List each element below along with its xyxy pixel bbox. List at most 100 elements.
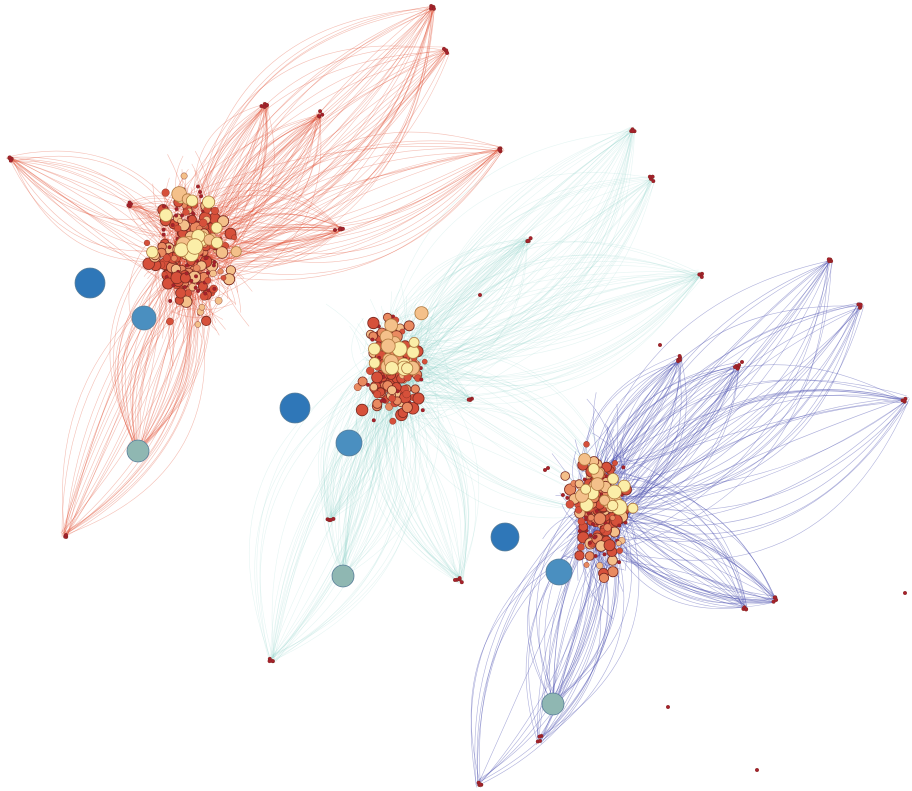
teal-edge [416, 240, 527, 397]
teal-node [387, 385, 397, 396]
teal-edge [345, 384, 396, 575]
teal-edge [376, 381, 473, 400]
teal-edge [408, 276, 699, 378]
blue-edge [603, 470, 776, 599]
teal-highlight-node [368, 357, 381, 369]
blue-edge [552, 539, 603, 705]
teal-edge [402, 178, 655, 362]
red-node [211, 263, 216, 268]
red-node [161, 188, 170, 197]
red-edge [203, 117, 322, 254]
teal-node [421, 358, 428, 365]
teal-hub-node [466, 397, 471, 402]
teal-edge [410, 237, 530, 365]
teal-edge [274, 370, 404, 662]
outlier-node [478, 293, 483, 298]
blue-node [607, 555, 618, 566]
teal-edge [372, 395, 461, 579]
teal-edge [342, 404, 386, 574]
red-edge [186, 8, 432, 223]
teal-edge [395, 132, 635, 369]
blue-edge [606, 260, 831, 492]
red-edge [212, 115, 319, 247]
blue-edge [595, 368, 740, 466]
red-edge [129, 205, 187, 270]
teal-edge [402, 178, 654, 366]
red-edge [200, 231, 340, 265]
teal-edge [392, 277, 703, 387]
teal-edge [410, 278, 699, 399]
teal-edge [254, 370, 405, 662]
teal-edge [271, 375, 417, 662]
red-edge [200, 10, 433, 287]
blue-node [565, 495, 570, 500]
teal-node [373, 390, 382, 399]
blue-edge [542, 561, 601, 741]
teal-node [369, 383, 378, 391]
red-edge [206, 143, 503, 232]
blue-node [560, 493, 565, 498]
teal-node [403, 320, 415, 332]
blue-highlight-node [599, 494, 611, 506]
red-edge [64, 259, 196, 536]
teal-edge [421, 323, 449, 386]
red-edge [171, 48, 446, 276]
blue-hub-node [74, 267, 106, 299]
teal-node [370, 337, 375, 342]
teal-highlight-node [384, 318, 399, 333]
teal-edge [385, 273, 699, 417]
teal-edge [400, 129, 635, 334]
red-node [204, 276, 212, 284]
blue-highlight-node [607, 472, 619, 485]
teal-highlight-node [408, 336, 420, 348]
teal-edge [409, 273, 701, 439]
red-edge [61, 256, 192, 538]
blue-node [603, 523, 612, 532]
blue-edge [614, 304, 864, 518]
blue-edge [613, 559, 773, 602]
teal-edge [393, 180, 652, 381]
blue-edge [590, 261, 828, 535]
teal-edge [400, 179, 652, 375]
outlier-node [903, 591, 908, 596]
red-node [193, 274, 198, 279]
blue-node [584, 515, 589, 520]
teal-edge [419, 269, 699, 377]
red-edge [214, 6, 429, 286]
teal-hub-node [526, 238, 531, 243]
teal-edge [412, 276, 701, 355]
blue-edge [585, 547, 625, 570]
blue-hub-node [774, 597, 779, 602]
blue-highlight-node [627, 502, 639, 514]
teal-edge [318, 357, 385, 524]
blue-edge [528, 532, 582, 742]
red-edge [199, 46, 445, 219]
blue-edge [474, 502, 590, 786]
teal-edge [421, 129, 633, 359]
teal-edge [256, 349, 376, 663]
teal-edge [351, 318, 368, 381]
blue-edge [609, 394, 906, 534]
teal-edge [398, 130, 635, 364]
teal-edge [371, 241, 699, 347]
teal-edge [386, 403, 472, 420]
red-edge [65, 309, 174, 539]
red-edge [201, 148, 505, 281]
grey-teal-hub-node [541, 692, 565, 716]
teal-node [388, 394, 396, 403]
red-node [217, 268, 224, 275]
red-node [162, 254, 171, 263]
teal-edge [404, 276, 702, 374]
teal-edge [275, 382, 396, 662]
red-edge [211, 8, 435, 263]
outlier-node [658, 343, 663, 348]
red-hub-node [63, 533, 68, 538]
teal-edge [406, 240, 526, 385]
teal-edge [399, 179, 654, 360]
blue-hub-node [538, 738, 543, 743]
blue-highlight-node [578, 453, 591, 466]
blue-edge [618, 506, 745, 610]
blue-edge [620, 366, 739, 548]
red-edge [193, 49, 449, 253]
teal-node [371, 418, 376, 423]
